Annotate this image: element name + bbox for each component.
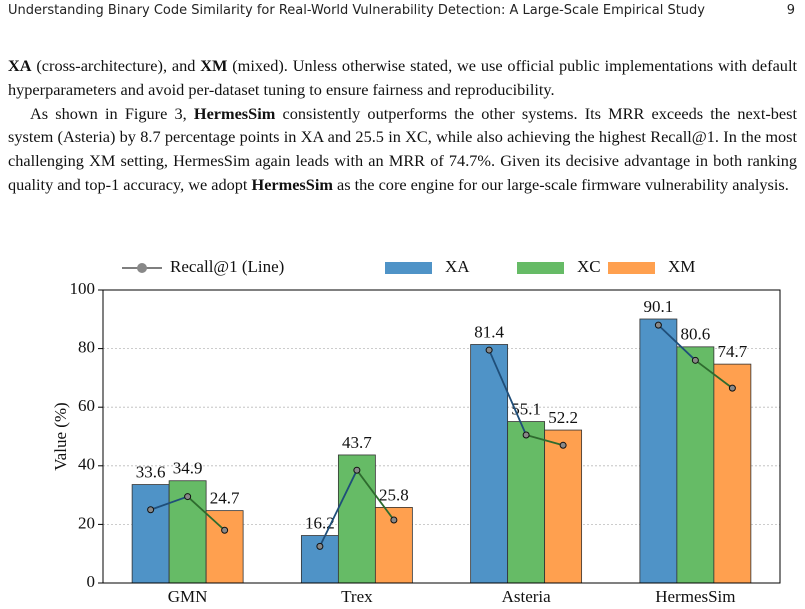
data-label: 25.8 [379,485,409,504]
recall-point [147,506,155,514]
paragraph: XA (cross-architecture), and XM (mixed).… [8,54,797,102]
bar [507,421,546,584]
y-tick-label: 0 [87,572,96,591]
data-label: 33.6 [136,462,166,481]
legend-label: Recall@1 (Line) [170,257,284,276]
bar [713,363,752,584]
bar [544,429,583,584]
text-run: HermesSim [251,174,333,194]
bar [131,484,170,584]
data-label: 81.4 [474,322,504,341]
bar [205,510,244,584]
recall-line [150,495,188,511]
legend-swatch [385,262,432,274]
y-tick-label: 20 [78,513,95,532]
bar [300,535,339,584]
text-run: (mixed). Unless otherwise stated, we use… [8,56,797,99]
legend-label: XC [577,257,601,276]
legend-swatch [608,262,655,274]
recall-point [316,542,324,550]
legend-marker [137,263,147,273]
header-title: Understanding Binary Code Similarity for… [8,3,705,18]
bar [676,346,715,584]
body-text: XA (cross-architecture), and XM (mixed).… [8,54,797,197]
recall-point [522,431,530,439]
text-run: as the core engine for our large-scale f… [332,174,789,194]
data-label: 80.6 [681,325,711,344]
y-axis-label: Value (%) [51,402,70,470]
recall-point [353,466,361,474]
recall-line [187,495,226,531]
text-run: (cross-architecture), and [31,56,201,75]
page-number: 9 [786,3,795,18]
recall-line [657,324,696,361]
data-label: 16.2 [305,513,335,532]
legend-swatch [517,262,564,274]
recall-line [356,469,395,521]
y-tick-label: 40 [78,455,95,474]
x-tick-label: HermesSim [655,587,735,606]
bar [639,318,678,584]
recall-point [390,516,398,524]
recall-point [654,321,662,329]
bar [337,454,376,584]
data-label: 90.1 [644,297,674,316]
data-label: 52.2 [548,408,578,427]
x-tick-label: GMN [168,587,208,606]
recall-line [488,349,527,436]
data-label: 43.7 [342,433,372,452]
y-tick-label: 80 [78,338,95,357]
recall-point [691,356,699,364]
y-tick-label: 100 [70,279,96,298]
data-label: 34.9 [173,459,203,478]
x-tick-label: Asteria [502,587,552,606]
recall-line [525,434,564,447]
text-run: As shown in Figure 3, [30,103,194,123]
chart: 0 20 40 60 80 100 Value (%) GMN 33.6 34.9 24.7 Trex… [51,257,781,606]
x-tick-label: Trex [341,587,373,606]
text-run: consistently outperforms the other syste… [8,103,797,194]
data-label: 74.7 [718,342,748,361]
recall-point [728,384,736,392]
running-header: Understanding Binary Code Similarity for… [8,3,795,18]
recall-line [319,469,358,547]
legend-label: XA [445,257,470,276]
recall-line [694,359,733,389]
text-run: HermesSim [193,103,276,123]
data-label: 24.7 [210,489,240,508]
recall-point [559,441,567,449]
recall-point [221,526,229,534]
y-tick-label: 60 [78,396,95,415]
paragraph: As shown in Figure 3, HermesSim consiste… [8,102,797,197]
recall-point [485,346,493,354]
plot-frame [102,289,781,584]
text-run: XA [8,56,32,75]
data-label: 55.1 [511,399,541,418]
recall-point [184,493,192,501]
text-run: XM [200,56,228,75]
legend-label: XM [668,257,695,276]
